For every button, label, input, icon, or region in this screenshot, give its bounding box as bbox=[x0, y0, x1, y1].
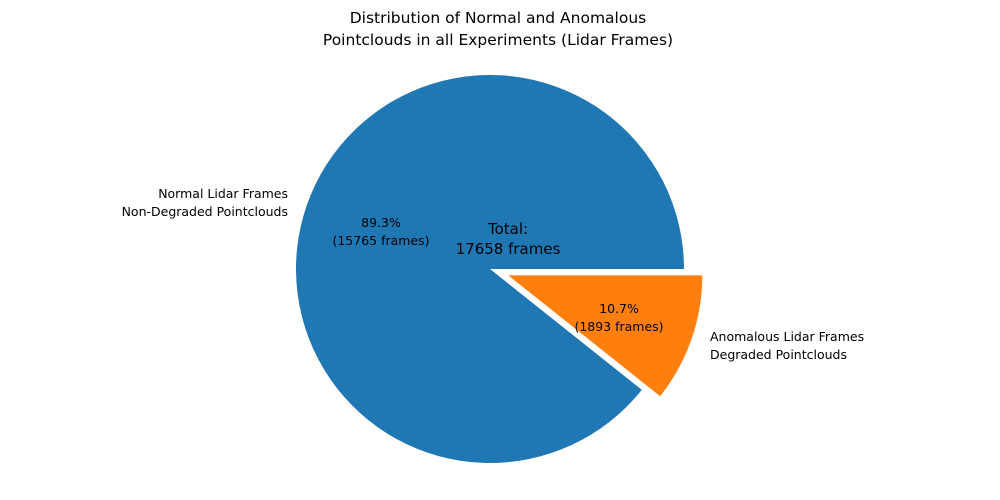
slice-autopct-anomalous-percent: 10.7% bbox=[599, 301, 639, 316]
slice-autopct-normal-percent: 89.3% bbox=[361, 215, 401, 230]
total-annotation-line2: 17658 frames bbox=[455, 240, 561, 258]
chart-title: Distribution of Normal and Anomalous Poi… bbox=[0, 7, 996, 51]
pie-slice-anomalous bbox=[508, 275, 703, 397]
total-annotation-line1: Total: bbox=[487, 220, 529, 238]
slice-autopct-normal-frames: (15765 frames) bbox=[332, 233, 430, 248]
pie-slice-normal bbox=[296, 74, 684, 463]
slice-label-anomalous-line2: Degraded Pointclouds bbox=[710, 347, 847, 362]
chart-title-line2: Pointclouds in all Experiments (Lidar Fr… bbox=[322, 31, 674, 49]
slice-label-normal-line2: Non-Degraded Pointclouds bbox=[121, 204, 288, 219]
chart-title-line1: Distribution of Normal and Anomalous bbox=[349, 9, 647, 27]
total-annotation: Total: 17658 frames bbox=[456, 219, 561, 259]
slice-label-anomalous-line1: Anomalous Lidar Frames bbox=[710, 329, 865, 344]
slice-label-normal-line1: Normal Lidar Frames bbox=[158, 186, 288, 201]
slice-autopct-anomalous: 10.7% (1893 frames) bbox=[574, 300, 663, 336]
slice-autopct-anomalous-frames: (1893 frames) bbox=[574, 319, 664, 334]
slice-label-anomalous: Anomalous Lidar Frames Degraded Pointclo… bbox=[710, 328, 864, 364]
slice-autopct-normal: 89.3% (15765 frames) bbox=[332, 214, 429, 250]
slice-label-normal: Normal Lidar Frames Non-Degraded Pointcl… bbox=[122, 185, 288, 221]
